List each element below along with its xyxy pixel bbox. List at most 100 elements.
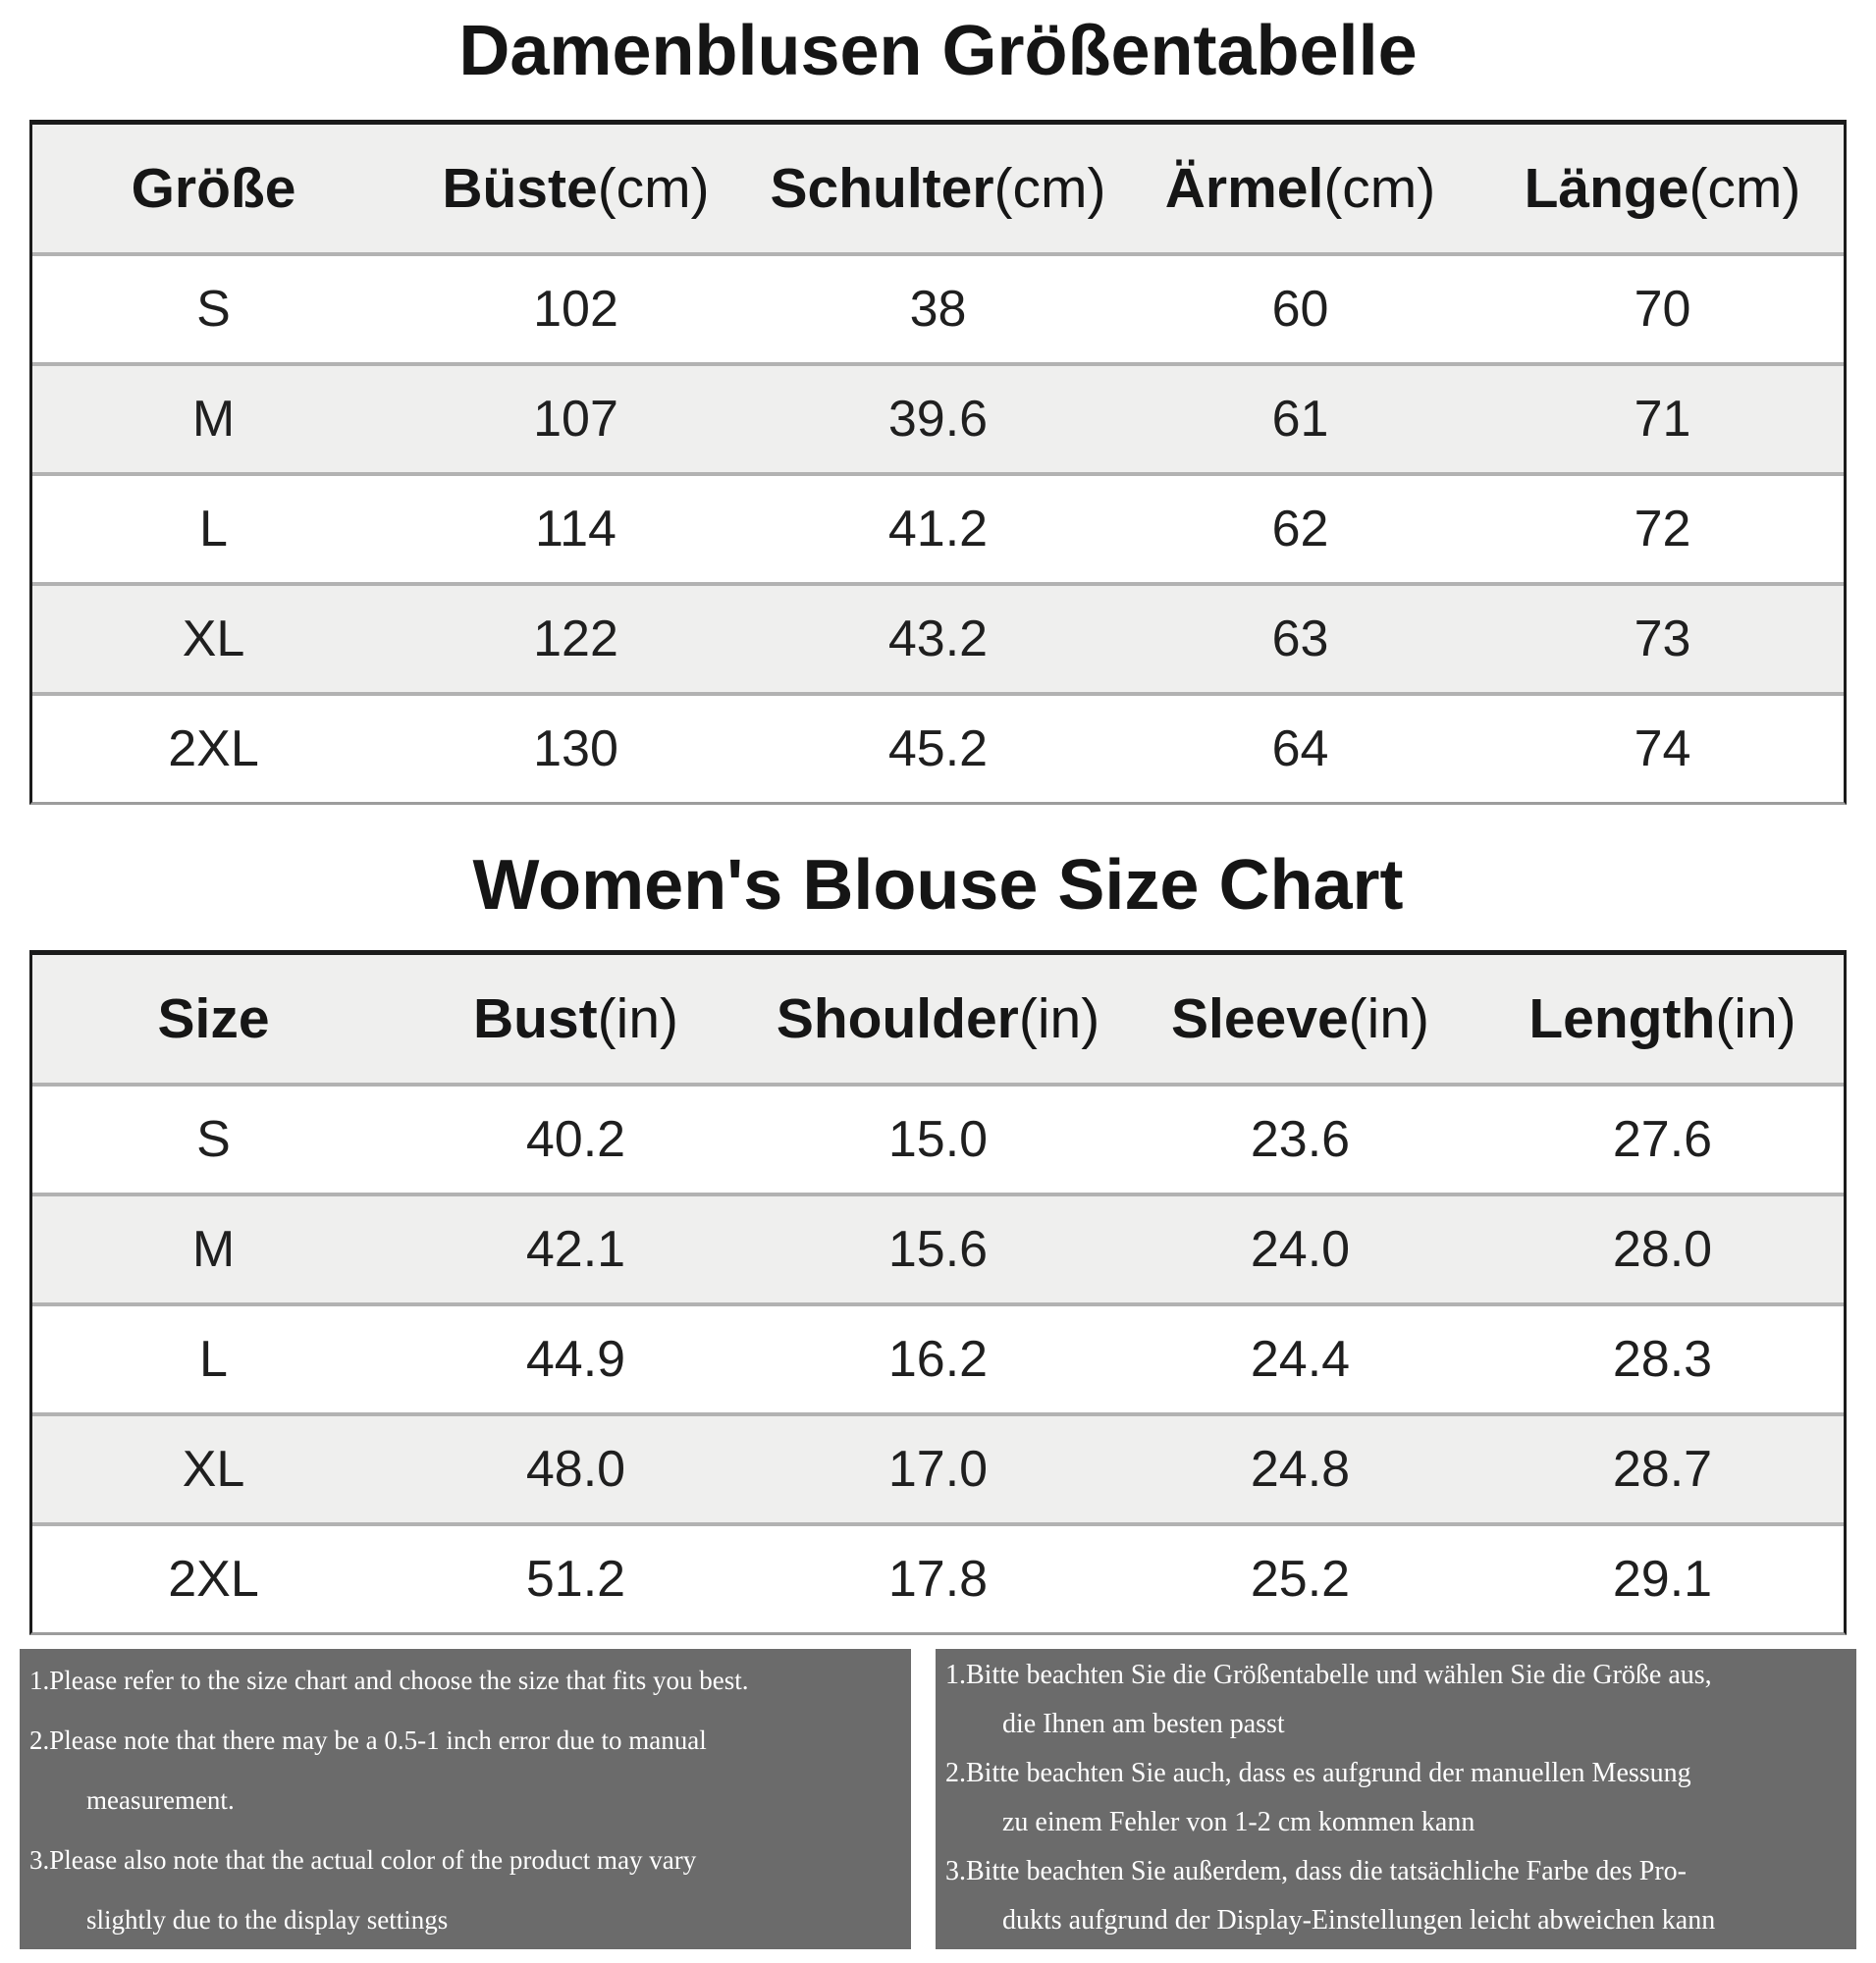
table-cell: 60 — [1119, 252, 1481, 362]
table-cell: 24.4 — [1119, 1302, 1481, 1412]
table-cell: 44.9 — [395, 1302, 757, 1412]
column-header-unit: (in) — [1715, 987, 1796, 1050]
table-cell: 16.2 — [757, 1302, 1119, 1412]
header-row: Größe Büste(cm) Schulter(cm) Ärmel(cm) Länge… — [32, 125, 1844, 252]
table-cell: XL — [32, 1412, 395, 1522]
column-header-name: Bust — [473, 987, 598, 1050]
table-cell: 107 — [395, 362, 757, 472]
table-cell: 51.2 — [395, 1522, 757, 1632]
note-line: measurement. — [86, 1785, 235, 1815]
table-cell: 24.0 — [1119, 1193, 1481, 1302]
table-cell: L — [32, 472, 395, 582]
note-line: 3.Please also note that the actual color… — [29, 1845, 697, 1875]
table-row: XL 122 43.2 63 73 — [32, 582, 1844, 692]
note-line: 1.Bitte beachten Sie die Größentabelle u… — [945, 1660, 1712, 1690]
table-cell: 70 — [1481, 252, 1844, 362]
table-cell: 64 — [1119, 692, 1481, 802]
note-line: zu einem Fehler von 1-2 cm kommen kann — [1002, 1807, 1475, 1837]
column-header: Size — [32, 955, 395, 1083]
table-cell: 15.0 — [757, 1083, 1119, 1193]
table-cell: 43.2 — [757, 582, 1119, 692]
table-cell: 61 — [1119, 362, 1481, 472]
column-header-name: Size — [157, 987, 270, 1050]
column-header: Schulter(cm) — [757, 125, 1119, 252]
note-line: 1.Please refer to the size chart and cho… — [29, 1666, 749, 1695]
table-row: S 102 38 60 70 — [32, 252, 1844, 362]
table-row: L 44.9 16.2 24.4 28.3 — [32, 1302, 1844, 1412]
table-cell: 63 — [1119, 582, 1481, 692]
table-cell: M — [32, 362, 395, 472]
table-row: XL 48.0 17.0 24.8 28.7 — [32, 1412, 1844, 1522]
column-header-name: Länge — [1524, 157, 1689, 220]
table-cell: 122 — [395, 582, 757, 692]
table-row: M 107 39.6 61 71 — [32, 362, 1844, 472]
column-header-name: Shoulder — [776, 987, 1019, 1050]
table-row: 2XL 51.2 17.8 25.2 29.1 — [32, 1522, 1844, 1632]
table-cell: 17.8 — [757, 1522, 1119, 1632]
column-header-name: Sleeve — [1171, 987, 1349, 1050]
english-size-table: Size Bust(in) Shoulder(in) Sleeve(in) Length… — [29, 950, 1847, 1635]
table-cell: 24.8 — [1119, 1412, 1481, 1522]
table-cell: 2XL — [32, 1522, 395, 1632]
column-header: Länge(cm) — [1481, 125, 1844, 252]
table-cell: 23.6 — [1119, 1083, 1481, 1193]
table-row: S 40.2 15.0 23.6 27.6 — [32, 1083, 1844, 1193]
table-row: 2XL 130 45.2 64 74 — [32, 692, 1844, 802]
table-cell: 39.6 — [757, 362, 1119, 472]
column-header-unit: (cm) — [597, 157, 710, 220]
header-row: Size Bust(in) Shoulder(in) Sleeve(in) Length… — [32, 955, 1844, 1083]
table-cell: 28.3 — [1481, 1302, 1844, 1412]
column-header-unit: (in) — [1018, 987, 1100, 1050]
table-cell: L — [32, 1302, 395, 1412]
column-header: Büste(cm) — [395, 125, 757, 252]
note-line: dukts aufgrund der Display-Einstellungen… — [1002, 1905, 1716, 1936]
table-cell: 25.2 — [1119, 1522, 1481, 1632]
column-header: Length(in) — [1481, 955, 1844, 1083]
table-cell: S — [32, 252, 395, 362]
column-header-unit: (in) — [1348, 987, 1429, 1050]
column-header-unit: (in) — [597, 987, 678, 1050]
table-cell: 2XL — [32, 692, 395, 802]
table-cell: 114 — [395, 472, 757, 582]
english-table-title: Women's Blouse Size Chart — [472, 846, 1404, 925]
table-cell: 73 — [1481, 582, 1844, 692]
table-cell: 45.2 — [757, 692, 1119, 802]
table-cell: 41.2 — [757, 472, 1119, 582]
table-cell: 48.0 — [395, 1412, 757, 1522]
table-cell: M — [32, 1193, 395, 1302]
table-cell: 28.7 — [1481, 1412, 1844, 1522]
column-header: Größe — [32, 125, 395, 252]
table-cell: 40.2 — [395, 1083, 757, 1193]
note-line: 3.Bitte beachten Sie außerdem, dass die … — [945, 1856, 1687, 1886]
table-cell: 72 — [1481, 472, 1844, 582]
column-header-name: Schulter — [770, 157, 994, 220]
column-header-unit: (cm) — [1323, 157, 1436, 220]
column-header-name: Length — [1528, 987, 1716, 1050]
table-cell: 42.1 — [395, 1193, 757, 1302]
table-cell: S — [32, 1083, 395, 1193]
table-cell: XL — [32, 582, 395, 692]
column-header: Sleeve(in) — [1119, 955, 1481, 1083]
table-row: L 114 41.2 62 72 — [32, 472, 1844, 582]
table-cell: 62 — [1119, 472, 1481, 582]
column-header-unit: (cm) — [1688, 157, 1801, 220]
table-cell: 17.0 — [757, 1412, 1119, 1522]
table-cell: 71 — [1481, 362, 1844, 472]
german-table-title: Damenblusen Größentabelle — [458, 12, 1418, 90]
table-row: M 42.1 15.6 24.0 28.0 — [32, 1193, 1844, 1302]
notes-section: 1.Please refer to the size chart and cho… — [0, 1649, 1876, 1949]
english-notes-box: 1.Please refer to the size chart and cho… — [20, 1649, 911, 1949]
note-line: 2.Bitte beachten Sie auch, dass es aufgr… — [945, 1758, 1691, 1788]
column-header-name: Ärmel — [1164, 157, 1324, 220]
column-header: Bust(in) — [395, 955, 757, 1083]
column-header: Shoulder(in) — [757, 955, 1119, 1083]
table-cell: 27.6 — [1481, 1083, 1844, 1193]
table-cell: 102 — [395, 252, 757, 362]
table-cell: 38 — [757, 252, 1119, 362]
column-header-name: Größe — [131, 157, 296, 220]
note-line: 2.Please note that there may be a 0.5-1 … — [29, 1725, 707, 1755]
note-line: die Ihnen am besten passt — [1002, 1709, 1285, 1739]
german-size-table: Größe Büste(cm) Schulter(cm) Ärmel(cm) Länge… — [29, 120, 1847, 805]
table-cell: 130 — [395, 692, 757, 802]
